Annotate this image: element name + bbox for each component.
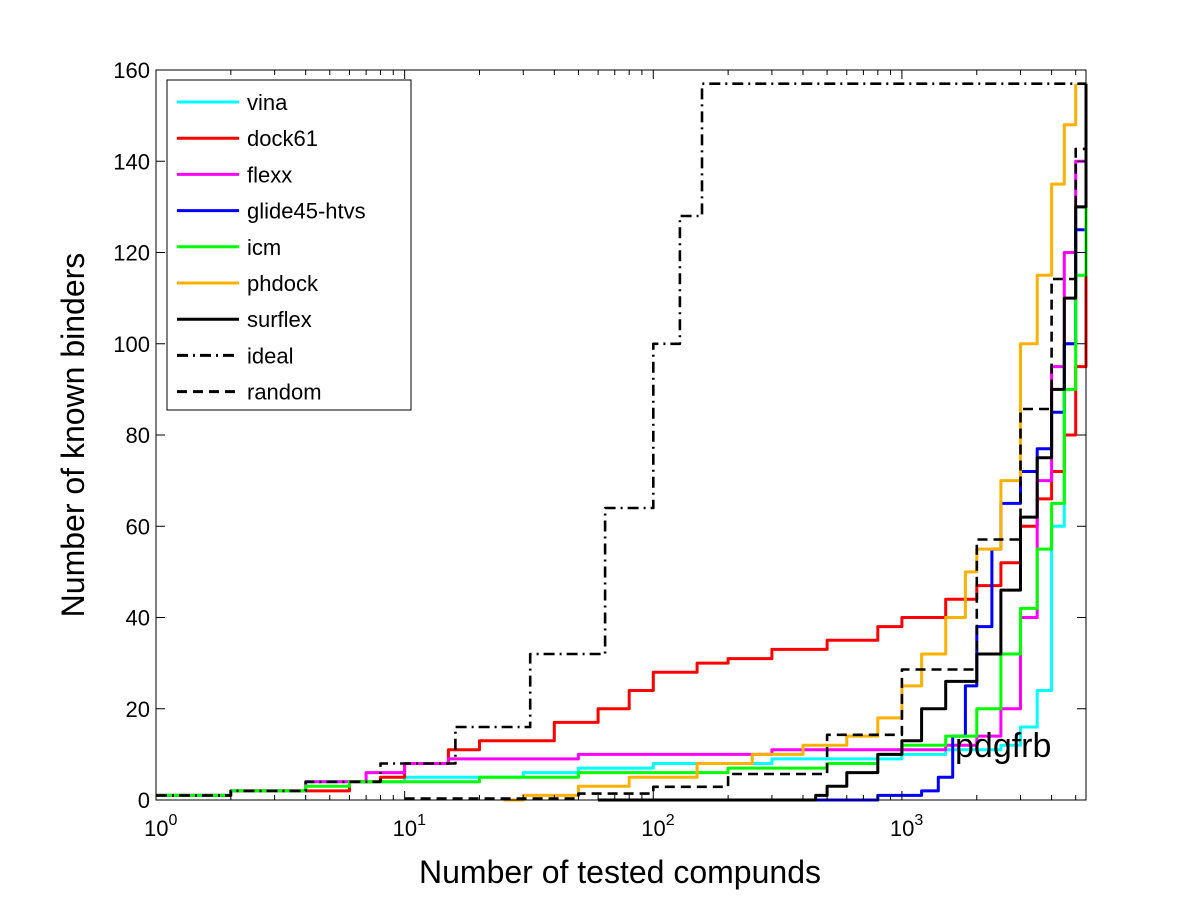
series-line-glide45-htvs (598, 138, 1088, 802)
legend: vina dock61 flexx glide45-htvs icm phdock surf… (166, 79, 412, 411)
axis-ticks: 100 101 102 103 0 20 40 60 80 100 120 140 160 (113, 58, 1086, 841)
series-line-ideal (156, 82, 1086, 797)
series-line-random (404, 83, 1088, 800)
series-line-surflex (598, 83, 1088, 802)
y-tick-label: 140 (113, 149, 150, 174)
y-tick-label: 160 (113, 58, 150, 83)
y-tick-label: 60 (126, 514, 150, 539)
series-line-flexx (156, 92, 1088, 797)
legend-label-surflex: surflex (247, 307, 312, 332)
y-tick-label: 20 (126, 697, 150, 722)
x-tick-label: 102 (641, 812, 674, 841)
plot-lines (156, 82, 1088, 802)
legend-label-phdock: phdock (247, 271, 319, 296)
legend-label-icm: icm (247, 235, 281, 260)
legend-label-dock61: dock61 (247, 126, 318, 151)
y-tick-label: 40 (126, 606, 150, 631)
series-line-phdock (503, 83, 1078, 802)
y-tick-label: 80 (126, 423, 150, 448)
legend-label-vina: vina (247, 90, 288, 115)
x-tick-label: 103 (890, 812, 923, 841)
y-tick-label: 120 (113, 241, 150, 266)
y-tick-label: 0 (138, 788, 150, 813)
x-tick-label: 101 (393, 812, 426, 841)
x-tick-label: 100 (144, 812, 177, 841)
chart-annotation: pdgfrb (955, 727, 1051, 765)
legend-label-ideal: ideal (247, 343, 293, 368)
legend-label-flexx: flexx (247, 162, 292, 187)
x-axis-label: Number of tested compunds (419, 854, 821, 890)
y-axis-label: Number of known binders (55, 253, 91, 618)
y-tick-label: 100 (113, 332, 150, 357)
legend-label-glide45-htvs: glide45-htvs (247, 199, 366, 224)
legend-label-random: random (247, 380, 322, 405)
